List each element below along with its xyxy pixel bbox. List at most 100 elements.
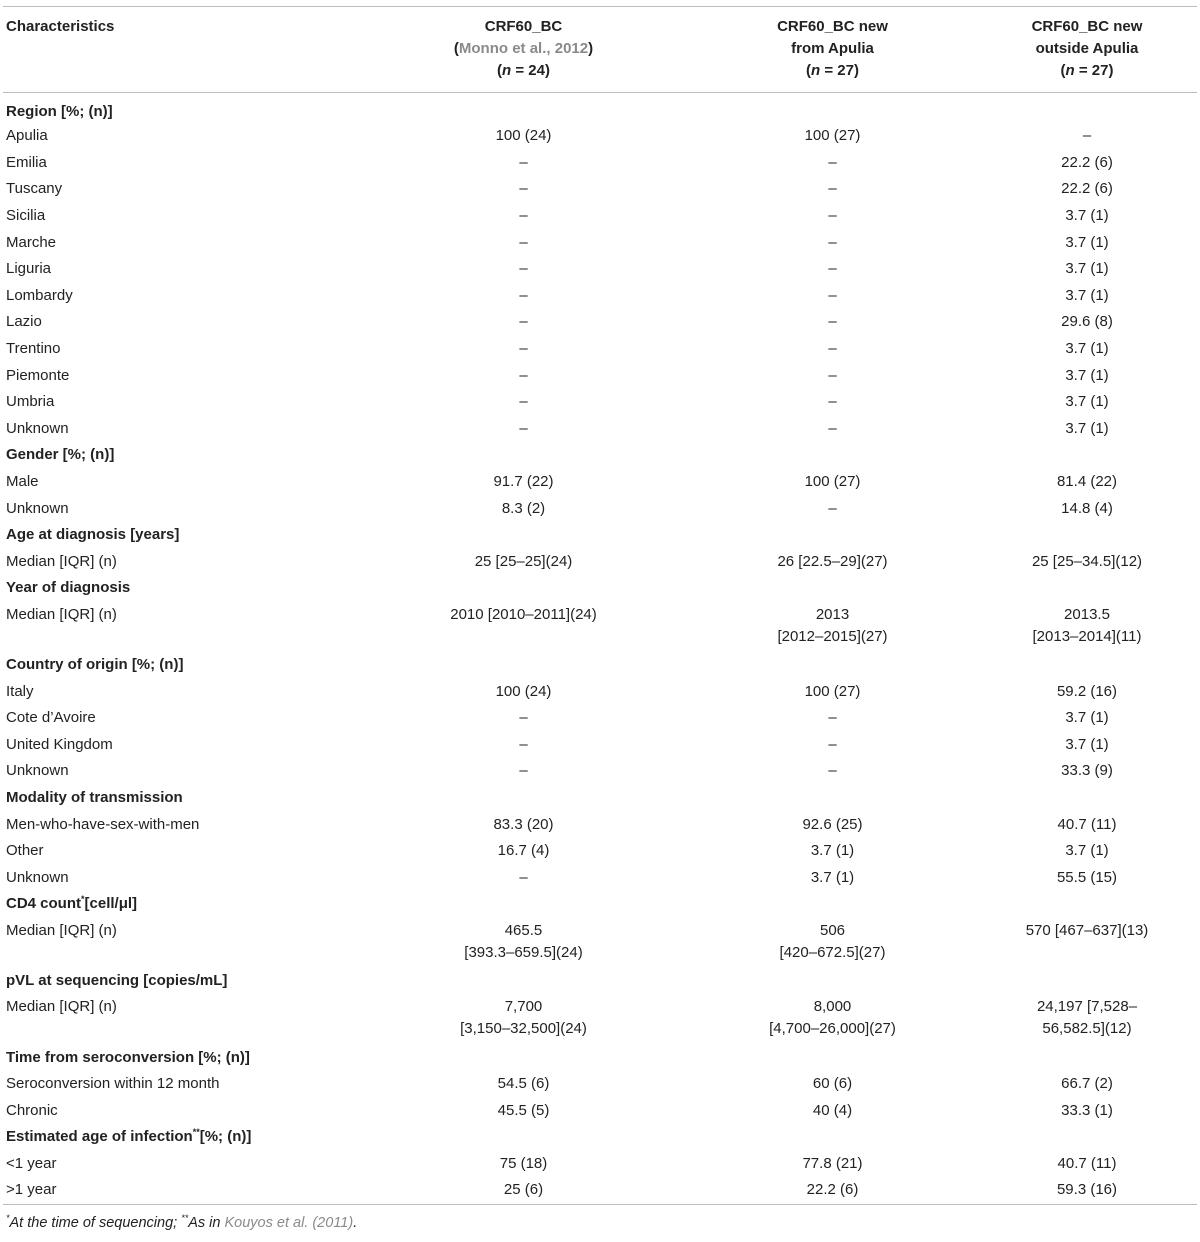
cell-c3: 3.7 (1)	[1065, 260, 1109, 278]
table-row: <1 year 75 (18) 77.8 (21) 40.7 (11)	[3, 1151, 1197, 1178]
cell-c1	[358, 968, 688, 995]
cell-c2: 3.7 (1)	[810, 868, 855, 886]
section-label: Estimated age of infection**[%; (n)]	[6, 1127, 252, 1146]
header-new-from-apulia: CRF60_BC new from Apulia (n = 27)	[688, 7, 976, 93]
cell-c3: 3.7 (1)	[1065, 419, 1109, 437]
cell-c1: 25 (6)	[503, 1181, 544, 1199]
row-label: Chronic	[6, 1101, 58, 1119]
table-row: Unknown 8.3 (2) – 14.8 (4)	[3, 495, 1197, 522]
table-row: >1 year 25 (6) 22.2 (6) 59.3 (16)	[3, 1177, 1197, 1205]
table-row: Emilia – – 22.2 (6)	[3, 150, 1197, 177]
cell-c1	[358, 1044, 688, 1071]
table-row: Median [IQR] (n) 7,700 [3,150–32,500](24) 8…	[3, 994, 1197, 1044]
cell-c1: –	[519, 233, 528, 251]
row-label: <1 year	[6, 1154, 57, 1172]
cell-c1: –	[519, 393, 528, 411]
row-label: Other	[6, 842, 44, 860]
cell-c3: 3.7 (1)	[1065, 207, 1109, 225]
cell-c3: 3.7 (1)	[1065, 286, 1109, 304]
cell-c1	[358, 1124, 688, 1151]
row-label: Liguria	[6, 260, 52, 278]
section-header-row: Estimated age of infection**[%; (n)]	[3, 1124, 1197, 1151]
cell-c2	[688, 652, 976, 679]
cell-c1: 75 (18)	[499, 1154, 548, 1172]
cell-c1: –	[519, 260, 528, 278]
characteristics-table: Characteristics CRF60_BC (Monno et al., …	[3, 6, 1197, 1205]
cell-c1: –	[519, 207, 528, 225]
row-label: Lombardy	[6, 286, 73, 304]
cell-c1: 100 (24)	[495, 127, 552, 145]
row-label: Trentino	[6, 340, 61, 358]
cell-c1	[358, 575, 688, 602]
cell-c2	[688, 968, 976, 995]
cell-c2: 3.7 (1)	[810, 842, 855, 860]
table-row: Median [IQR] (n) 25 [25–25](24) 26 [22.5–2…	[3, 549, 1197, 576]
cell-c2	[688, 1124, 976, 1151]
cell-c1: 465.5 [393.3–659.5](24)	[464, 921, 583, 961]
cell-c1: –	[519, 735, 528, 753]
table-row: Median [IQR] (n) 2010 [2010–2011](24) 2013…	[3, 602, 1197, 652]
section-header-row: Age at diagnosis [years]	[3, 522, 1197, 549]
cell-c2: –	[828, 260, 837, 278]
cell-c2: –	[828, 366, 837, 384]
cell-c1	[358, 442, 688, 469]
cell-c2: 60 (6)	[812, 1075, 853, 1093]
cell-c1: 16.7 (4)	[497, 842, 550, 860]
header-crf60-bc-title: CRF60_BC	[484, 18, 563, 35]
cell-c2: –	[828, 233, 837, 251]
table-row: Trentino – – 3.7 (1)	[3, 336, 1197, 363]
row-label: United Kingdom	[6, 735, 113, 753]
section-header-row: Region [%; (n)]	[3, 93, 1197, 124]
table-row: Liguria – – 3.7 (1)	[3, 256, 1197, 283]
cell-c1: –	[519, 153, 528, 171]
monno-citation-link[interactable]: Monno et al., 2012	[458, 40, 589, 57]
cell-c3	[976, 1124, 1197, 1151]
cell-c1: 7,700 [3,150–32,500](24)	[460, 998, 587, 1038]
cell-c1	[358, 785, 688, 812]
cell-c2: –	[828, 393, 837, 411]
cell-c1: –	[519, 340, 528, 358]
row-label: Emilia	[6, 153, 47, 171]
cell-c3	[976, 968, 1197, 995]
cell-c1	[358, 93, 688, 124]
cell-c2: 77.8 (21)	[802, 1154, 863, 1172]
header-new-outside-apulia-n: (n = 27)	[1060, 62, 1114, 79]
cell-c2: –	[828, 207, 837, 225]
row-label: Unknown	[6, 499, 69, 517]
cell-c1: 83.3 (20)	[493, 815, 554, 833]
table-row: Median [IQR] (n) 465.5 [393.3–659.5](24) 50…	[3, 918, 1197, 968]
cell-c3	[976, 522, 1197, 549]
table-row: Men-who-have-sex-with-men 83.3 (20) 92.6 (…	[3, 811, 1197, 838]
cell-c3: 22.2 (6)	[1061, 180, 1113, 198]
cell-c2	[688, 522, 976, 549]
cell-c1: –	[519, 419, 528, 437]
table-row: Italy 100 (24) 100 (27) 59.2 (16)	[3, 678, 1197, 705]
header-crf60-bc: CRF60_BC (Monno et al., 2012) (n = 24)	[358, 7, 688, 93]
cell-c3: 66.7 (2)	[1061, 1075, 1113, 1093]
section-label: Time from seroconversion [%; (n)]	[6, 1048, 250, 1066]
cell-c2: 506 [420–672.5](27)	[779, 921, 886, 961]
table-row: Tuscany – – 22.2 (6)	[3, 176, 1197, 203]
cell-c1: –	[519, 313, 528, 331]
section-header-row: Country of origin [%; (n)]	[3, 652, 1197, 679]
row-label: Men-who-have-sex-with-men	[6, 815, 200, 833]
cell-c3	[976, 891, 1197, 918]
row-label: Marche	[6, 233, 57, 251]
kouyos-citation-link[interactable]: Kouyos et al. (2011)	[224, 1214, 354, 1231]
row-label: Unknown	[6, 419, 69, 437]
table-row: Male 91.7 (22) 100 (27) 81.4 (22)	[3, 469, 1197, 496]
row-label: Median [IQR] (n)	[6, 552, 117, 570]
cell-c2	[688, 1044, 976, 1071]
section-label: CD4 count*[cell/μl]	[6, 894, 138, 913]
cell-c2	[688, 785, 976, 812]
table-row: Unknown – 3.7 (1) 55.5 (15)	[3, 864, 1197, 891]
cell-c3	[976, 652, 1197, 679]
cell-c3: 33.3 (9)	[1061, 762, 1113, 780]
table-body: Region [%; (n)] Apulia 100 (24) 100 (27) – Em…	[3, 93, 1197, 1205]
cell-c3: 59.2 (16)	[1056, 682, 1118, 700]
header-crf60-bc-n: (n = 24)	[497, 62, 550, 79]
header-new-outside-apulia: CRF60_BC new outside Apulia (n = 27)	[976, 7, 1197, 93]
cell-c3: 55.5 (15)	[1056, 868, 1118, 886]
cell-c2: 22.2 (6)	[806, 1181, 859, 1199]
cell-c2: 100 (27)	[804, 682, 861, 700]
